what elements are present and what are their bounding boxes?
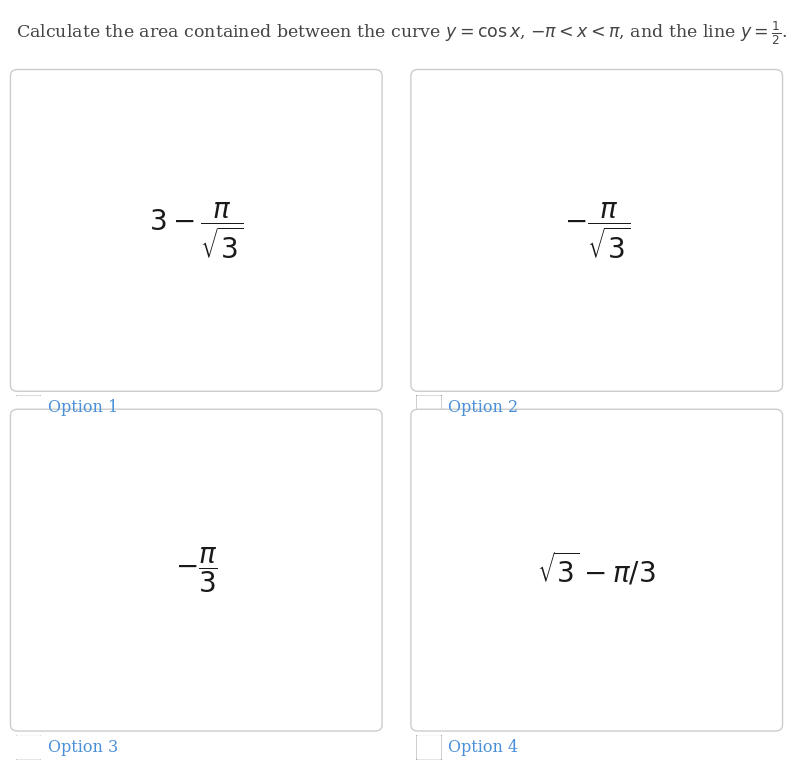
FancyBboxPatch shape bbox=[10, 70, 382, 391]
FancyBboxPatch shape bbox=[10, 409, 382, 731]
FancyBboxPatch shape bbox=[15, 734, 42, 761]
Text: Option 4: Option 4 bbox=[448, 739, 518, 756]
FancyBboxPatch shape bbox=[416, 734, 442, 761]
FancyBboxPatch shape bbox=[416, 394, 442, 421]
Text: Option 3: Option 3 bbox=[48, 739, 118, 756]
Text: $-\dfrac{\pi}{\sqrt{3}}$: $-\dfrac{\pi}{\sqrt{3}}$ bbox=[564, 200, 630, 261]
Text: $-\dfrac{\pi}{3}$: $-\dfrac{\pi}{3}$ bbox=[174, 545, 218, 595]
Text: $3 - \dfrac{\pi}{\sqrt{3}}$: $3 - \dfrac{\pi}{\sqrt{3}}$ bbox=[149, 200, 243, 261]
FancyBboxPatch shape bbox=[411, 409, 783, 731]
FancyBboxPatch shape bbox=[411, 70, 783, 391]
Text: Option 1: Option 1 bbox=[48, 399, 118, 416]
Text: Calculate the area contained between the curve $y = \cos x$, $-\pi < x < \pi$, a: Calculate the area contained between the… bbox=[16, 20, 787, 47]
Text: Option 2: Option 2 bbox=[448, 399, 518, 416]
Text: $\sqrt{3} - \pi/3$: $\sqrt{3} - \pi/3$ bbox=[538, 551, 656, 589]
FancyBboxPatch shape bbox=[15, 394, 42, 421]
